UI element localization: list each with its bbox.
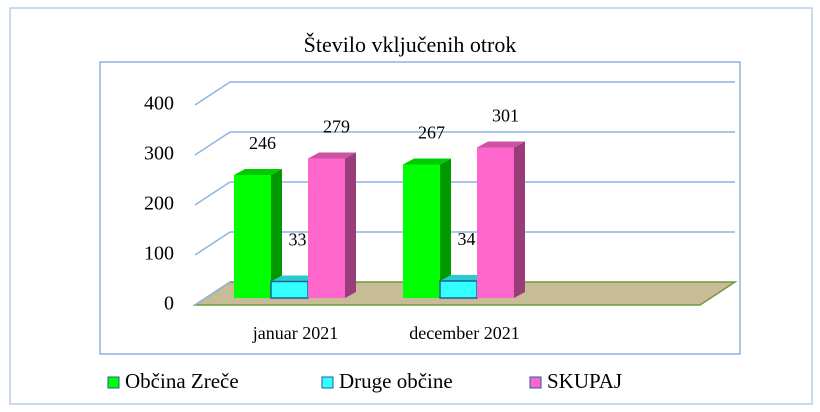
bar-top <box>403 158 451 165</box>
value-label: 267 <box>418 123 445 143</box>
y-tick-label: 200 <box>144 193 174 215</box>
value-label: 33 <box>289 230 307 250</box>
y-tick-label: 300 <box>144 143 174 165</box>
grid-line <box>194 181 231 206</box>
legend-swatch <box>529 376 542 389</box>
bar-side <box>440 158 451 298</box>
bar-top <box>477 141 525 148</box>
legend-swatch <box>107 376 120 389</box>
bar <box>308 158 345 298</box>
value-label: 34 <box>458 229 476 249</box>
bar-top <box>308 152 356 159</box>
bar-side <box>345 152 356 298</box>
legend-label: Druge občine <box>339 369 453 393</box>
grid-line <box>194 231 231 256</box>
grid-line <box>194 131 231 156</box>
bar <box>477 147 514 298</box>
chart-title: Število vključenih otrok <box>304 32 517 57</box>
bar <box>439 280 478 299</box>
value-label: 279 <box>323 117 350 137</box>
y-tick-label: 0 <box>164 293 174 315</box>
bar-top <box>234 169 282 175</box>
legend-label: SKUPAJ <box>547 369 622 393</box>
value-label: 246 <box>249 133 276 153</box>
bar-top <box>440 275 488 281</box>
bar <box>403 164 440 298</box>
x-tick-label: december 2021 <box>409 323 519 343</box>
y-tick-label: 400 <box>144 93 174 115</box>
x-tick-label: januar 2021 <box>252 323 338 343</box>
legend-label: Občina Zreče <box>125 369 239 393</box>
bar <box>270 280 309 299</box>
bar <box>234 175 271 298</box>
grid-line <box>194 81 231 106</box>
value-label: 301 <box>492 106 519 126</box>
bar-side <box>271 169 282 298</box>
grid-line <box>194 281 231 306</box>
y-tick-label: 100 <box>144 243 174 265</box>
bar-side <box>514 141 525 298</box>
bar-top <box>271 275 319 282</box>
legend-swatch <box>321 376 334 389</box>
